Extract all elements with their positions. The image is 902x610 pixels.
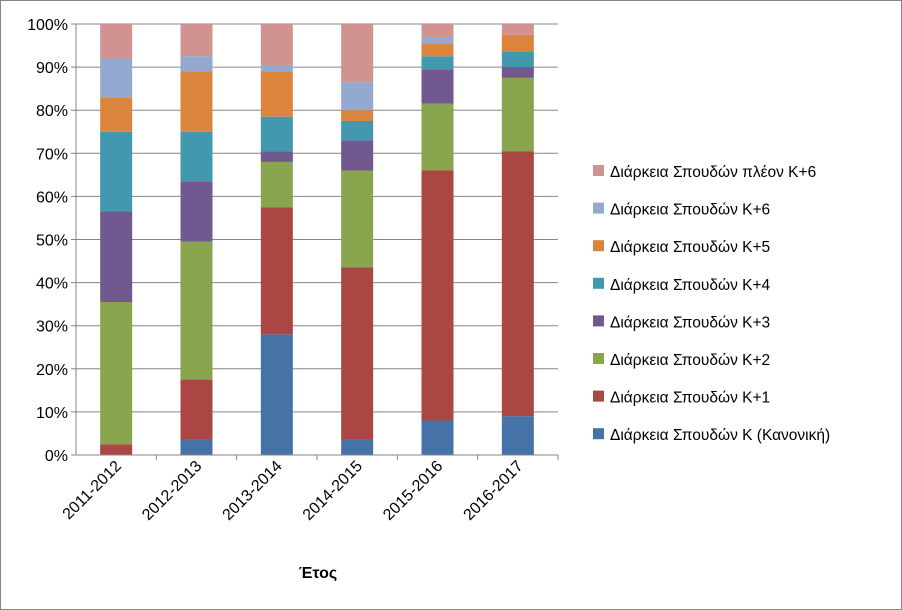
legend-label: Διάρκεια Σπουδών Κ+6	[610, 202, 770, 219]
bar-segment	[421, 56, 454, 70]
y-tick-label: 40%	[36, 276, 68, 293]
bar-segment	[341, 140, 374, 171]
x-tick-label: 2015-2016	[380, 458, 446, 524]
bar-segment	[501, 34, 534, 53]
legend-label: Διάρκεια Σπουδών πλέον Κ+6	[610, 164, 816, 181]
bar-segment	[421, 420, 454, 455]
bar-segment	[341, 439, 374, 455]
bar-segment	[421, 69, 454, 104]
bar-segment	[260, 207, 293, 335]
legend-swatch	[593, 315, 604, 327]
x-tick-label: 2011-2012	[60, 458, 125, 523]
y-tick-label: 0%	[45, 448, 68, 465]
y-tick-label: 50%	[36, 233, 68, 250]
bar-segment	[421, 43, 454, 57]
bar-segment	[501, 151, 534, 417]
bar-segment	[180, 131, 213, 182]
x-axis-title: Έτος	[299, 565, 337, 582]
x-tick-label: 2016-2017	[461, 458, 527, 524]
bar-segment	[180, 56, 213, 72]
bar-segment	[180, 24, 213, 57]
legend-swatch	[593, 353, 604, 364]
bar-segment	[180, 181, 213, 242]
bar-segment	[421, 36, 454, 44]
y-tick-label: 10%	[36, 405, 68, 422]
bar-segment	[100, 444, 133, 455]
bar-segment	[341, 170, 374, 268]
x-tick-label: 2014-2015	[300, 458, 366, 524]
bar-segment	[501, 67, 534, 78]
bar-segment	[260, 116, 293, 152]
legend-label: Διάρκεια Σπουδών Κ+3	[610, 314, 770, 331]
y-tick-label: 20%	[36, 362, 68, 379]
bar-segment	[501, 52, 534, 68]
legend-swatch	[593, 428, 604, 440]
bar-segment	[100, 58, 133, 98]
legend-swatch	[593, 390, 604, 402]
y-tick-label: 90%	[36, 60, 68, 77]
legend-swatch	[593, 165, 604, 176]
legend-label: Διάρκεια Σπουδών Κ+2	[610, 352, 770, 369]
bar-segment	[260, 64, 293, 72]
bar-segment	[501, 416, 534, 455]
y-tick-label: 100%	[27, 17, 68, 34]
legend-label: Διάρκεια Σπουδών Κ+4	[610, 277, 771, 294]
legend-swatch	[593, 202, 604, 214]
bar-segment	[100, 24, 133, 59]
y-tick-label: 60%	[36, 189, 68, 206]
x-tick-label: 2013-2014	[220, 458, 286, 524]
bar-segment	[260, 71, 293, 117]
legend-label: Διάρκεια Σπουδών Κ (Κανονική)	[610, 427, 830, 444]
bar-segment	[100, 97, 133, 132]
bar-segment	[260, 161, 293, 208]
bar-segment	[341, 24, 374, 83]
y-tick-label: 80%	[36, 103, 68, 120]
bar-segment	[180, 71, 213, 132]
bar-segment	[341, 110, 374, 121]
bar-segment	[100, 301, 133, 445]
legend-label: Διάρκεια Σπουδών Κ+1	[610, 390, 770, 407]
bar-segment	[341, 82, 374, 111]
bar-segment	[421, 24, 454, 37]
bar-segment	[341, 267, 374, 440]
bar-segment	[260, 151, 293, 162]
bar-segment	[180, 439, 213, 455]
bar-segment	[180, 379, 213, 440]
bar-segment	[341, 120, 374, 141]
legend-label: Διάρκεια Σπουδών Κ+5	[610, 239, 770, 256]
bar-segment	[260, 334, 293, 455]
bar-segment	[180, 241, 213, 380]
bar-segment	[100, 211, 133, 302]
bar-segment	[501, 24, 534, 35]
legend-swatch	[593, 240, 604, 252]
x-tick-label: 2012-2013	[139, 458, 205, 524]
legend: Διάρκεια Σπουδών πλέον Κ+6 Διάρκεια Σπουδ…	[593, 164, 830, 444]
plot-area: 0% 10% 20% 30% 40% 50% 60% 70% 80% 90% 100% 2011-20…	[27, 17, 559, 524]
y-tick-label: 70%	[36, 146, 68, 163]
bar-segment	[501, 77, 534, 152]
legend-swatch	[593, 277, 604, 289]
bar-segment	[421, 103, 454, 171]
bar-segment	[260, 24, 293, 65]
bar-segment	[421, 170, 454, 421]
bar-segment	[100, 131, 133, 212]
y-tick-label: 30%	[36, 319, 68, 336]
